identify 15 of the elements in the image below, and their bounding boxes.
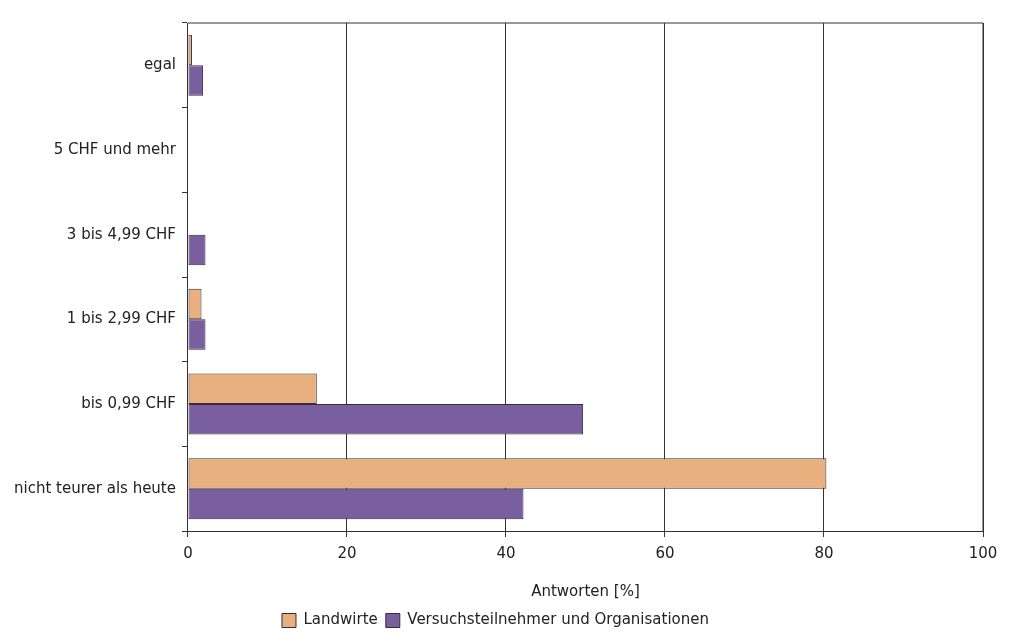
y-tick-label: 5 CHF und mehr: [53, 139, 177, 158]
x-tick-label: 80: [814, 543, 834, 562]
y-tick-label: 1 bis 2,99 CHF: [66, 309, 176, 328]
legend-label: Landwirte: [303, 610, 378, 629]
y-tick-label: bis 0,99 CHF: [81, 393, 176, 412]
x-tick-label: 40: [496, 543, 516, 562]
x-tick-label: 100: [968, 543, 998, 562]
y-tick-label: 3 bis 4,99 CHF: [66, 224, 176, 243]
x-axis-title: Antworten [%]: [531, 581, 640, 600]
y-tick-label: nicht teurer als heute: [13, 478, 176, 497]
x-tick-label: 20: [337, 543, 357, 562]
x-tick-label: 60: [655, 543, 675, 562]
legend-label: Versuchsteilnehmer und Organisationen: [407, 610, 710, 629]
x-tick-label: 0: [183, 543, 193, 562]
y-tick-label: egal: [143, 55, 176, 74]
